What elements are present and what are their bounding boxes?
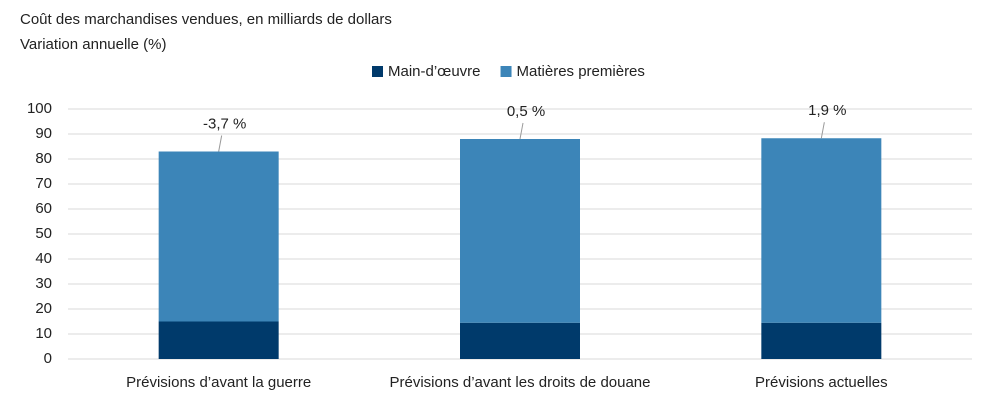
legend-label: Main-d’œuvre <box>388 63 481 80</box>
y-tick-label: 70 <box>35 175 52 192</box>
y-tick-label: 30 <box>35 275 52 292</box>
annotation-leader <box>519 122 524 140</box>
annotation: 1,9 % <box>808 102 846 119</box>
y-tick-label: 20 <box>35 300 52 317</box>
y-tick-label: 100 <box>27 100 52 117</box>
bar-segment <box>158 321 279 359</box>
bar-segment <box>460 322 580 359</box>
chart-subtitle: Variation annuelle (%) <box>20 36 166 53</box>
legend-swatch <box>372 66 383 77</box>
y-tick-label: 50 <box>35 225 52 242</box>
y-tick-label: 10 <box>35 325 52 342</box>
bar-segment <box>761 138 882 323</box>
bar-segment <box>761 322 882 359</box>
bar-segment <box>460 139 580 323</box>
annotation: 0,5 % <box>507 103 545 120</box>
annotation-leader <box>218 135 223 152</box>
annotation: -3,7 % <box>203 115 246 132</box>
legend-swatch <box>500 66 512 77</box>
y-tick-label: 0 <box>44 350 52 367</box>
y-tick-label: 40 <box>35 250 52 267</box>
annotation-leader <box>820 122 825 139</box>
y-tick-label: 60 <box>35 200 52 217</box>
x-tick-label: Prévisions d’avant la guerre <box>126 374 311 391</box>
y-tick-label: 80 <box>35 150 52 167</box>
chart-title: Coût des marchandises vendues, en millia… <box>20 11 392 28</box>
y-tick-label: 90 <box>35 125 52 142</box>
bar-segment <box>158 151 279 322</box>
x-tick-label: Prévisions actuelles <box>755 374 888 391</box>
x-tick-label: Prévisions d’avant les droits de douane <box>390 374 651 391</box>
legend-label: Matières premières <box>517 63 645 80</box>
